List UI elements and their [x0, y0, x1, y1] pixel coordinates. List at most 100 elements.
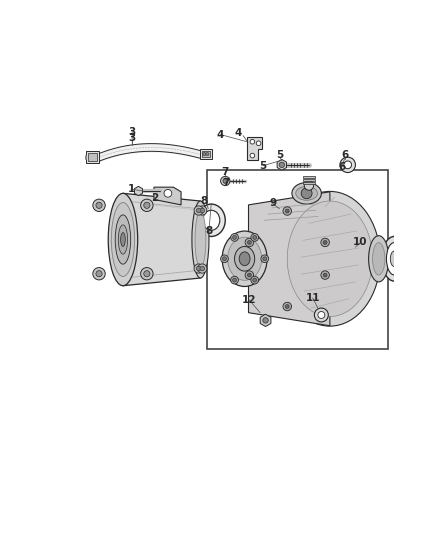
Circle shape [221, 176, 230, 185]
Polygon shape [248, 192, 330, 326]
Polygon shape [154, 187, 181, 205]
Circle shape [141, 268, 153, 280]
Ellipse shape [111, 203, 134, 277]
Circle shape [93, 268, 105, 280]
Circle shape [279, 162, 285, 167]
Bar [207, 170, 388, 349]
Circle shape [318, 311, 325, 318]
Circle shape [253, 278, 257, 282]
Ellipse shape [372, 243, 385, 275]
Polygon shape [86, 151, 99, 163]
Circle shape [340, 157, 356, 173]
Bar [303, 182, 315, 184]
Circle shape [301, 188, 312, 199]
Text: 12: 12 [242, 295, 257, 305]
Ellipse shape [296, 187, 318, 200]
Polygon shape [134, 187, 142, 196]
Text: 4: 4 [235, 128, 242, 138]
Circle shape [250, 154, 255, 158]
Circle shape [96, 202, 102, 208]
Text: 10: 10 [353, 238, 367, 247]
Polygon shape [277, 159, 286, 170]
Ellipse shape [386, 243, 402, 275]
Ellipse shape [192, 201, 209, 278]
Circle shape [194, 206, 203, 215]
Circle shape [321, 271, 329, 279]
Ellipse shape [203, 210, 220, 230]
Polygon shape [202, 151, 210, 157]
Circle shape [198, 264, 207, 273]
Text: 2: 2 [151, 193, 159, 203]
Ellipse shape [115, 215, 131, 264]
Circle shape [164, 189, 172, 197]
Circle shape [196, 266, 201, 271]
Circle shape [200, 208, 205, 213]
Circle shape [323, 273, 327, 277]
Polygon shape [260, 314, 271, 327]
Text: 4: 4 [217, 130, 224, 140]
Circle shape [247, 273, 251, 277]
Circle shape [304, 181, 314, 190]
Ellipse shape [222, 231, 267, 287]
Ellipse shape [390, 251, 398, 266]
Text: 1: 1 [127, 184, 135, 194]
Circle shape [344, 161, 352, 168]
Circle shape [206, 152, 209, 156]
Circle shape [233, 278, 237, 282]
Circle shape [221, 255, 228, 263]
Circle shape [283, 207, 292, 215]
Bar [303, 179, 315, 181]
Ellipse shape [239, 252, 250, 265]
Ellipse shape [235, 246, 255, 271]
Polygon shape [247, 137, 262, 160]
Circle shape [194, 264, 203, 273]
Polygon shape [123, 193, 201, 286]
Text: 8: 8 [201, 196, 208, 206]
Circle shape [251, 233, 258, 241]
Text: 5: 5 [276, 150, 283, 160]
Circle shape [93, 199, 105, 212]
Circle shape [285, 209, 289, 213]
Circle shape [233, 236, 237, 239]
Circle shape [261, 255, 268, 263]
Ellipse shape [108, 193, 138, 286]
Ellipse shape [118, 225, 127, 254]
Circle shape [321, 238, 329, 247]
Text: 6: 6 [341, 150, 348, 160]
Circle shape [198, 206, 207, 215]
Circle shape [223, 179, 228, 183]
Circle shape [256, 141, 261, 146]
Circle shape [314, 308, 328, 322]
Text: 11: 11 [305, 293, 320, 303]
Polygon shape [200, 149, 212, 159]
Circle shape [245, 238, 254, 247]
Circle shape [144, 202, 150, 208]
Circle shape [253, 236, 257, 239]
Circle shape [223, 257, 226, 261]
Bar [303, 175, 315, 178]
Text: 3: 3 [128, 127, 136, 136]
Circle shape [231, 276, 238, 284]
Circle shape [285, 304, 289, 309]
Circle shape [263, 318, 268, 323]
Polygon shape [88, 154, 97, 161]
Text: 7: 7 [222, 178, 229, 188]
Circle shape [283, 302, 292, 311]
Text: 7: 7 [222, 167, 229, 177]
Circle shape [231, 233, 238, 241]
Text: 9: 9 [269, 198, 276, 208]
Circle shape [96, 271, 102, 277]
Circle shape [200, 266, 205, 271]
Circle shape [247, 240, 251, 244]
Circle shape [323, 240, 327, 244]
Ellipse shape [120, 232, 125, 246]
Ellipse shape [279, 191, 380, 326]
Circle shape [141, 199, 153, 212]
Circle shape [203, 152, 206, 156]
Text: 8: 8 [205, 227, 212, 237]
Ellipse shape [292, 182, 321, 204]
Text: 3: 3 [129, 133, 136, 143]
Circle shape [144, 271, 150, 277]
Text: 5: 5 [259, 161, 266, 171]
Ellipse shape [198, 204, 225, 237]
